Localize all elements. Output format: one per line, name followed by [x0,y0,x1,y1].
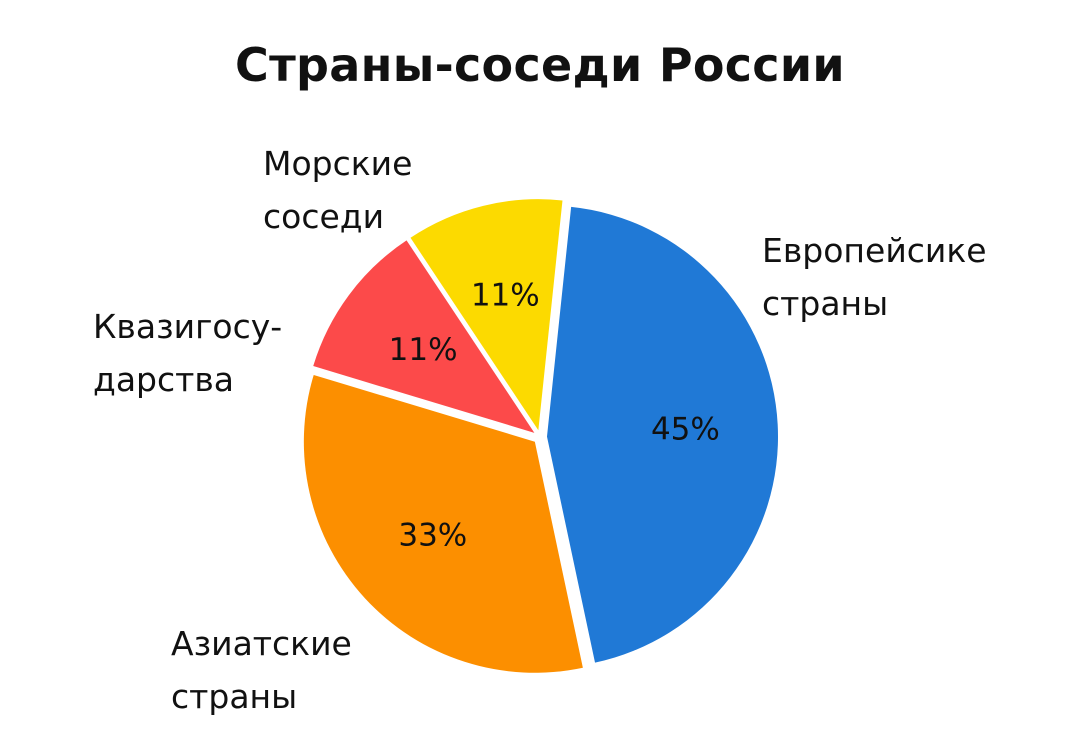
slice-category-label: Европейсике страны [762,231,987,323]
slice-category-label: Квазигосу-дарства [93,307,282,399]
slice-value-label: 45% [651,411,720,447]
pie-slice [313,240,535,433]
pie-slice [546,206,779,663]
slice-category-label: Азиатские страны [171,624,352,716]
pie-slice [410,199,563,431]
pie-slice [303,374,583,673]
slice-value-label: 33% [398,518,467,554]
chart-title: Страны-соседи России [235,38,845,92]
slice-value-label: 11% [471,278,540,314]
slice-category-label: Морские соседи [263,144,412,236]
slice-value-label: 11% [389,332,458,368]
